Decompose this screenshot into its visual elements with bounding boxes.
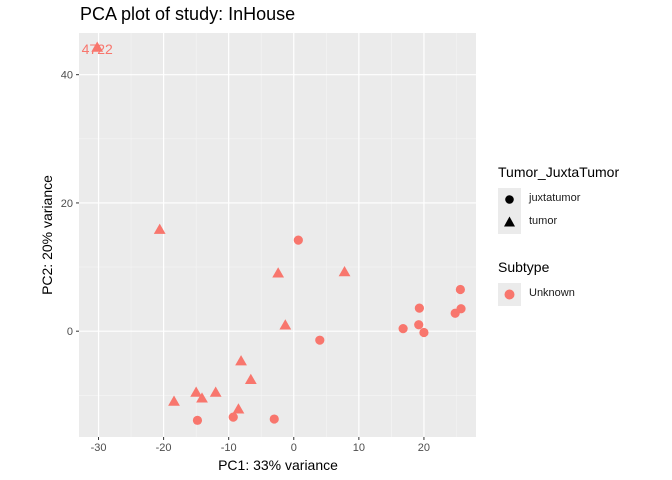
data-point-tumor: [232, 403, 245, 414]
plot-panel: [79, 33, 476, 437]
data-points: [91, 41, 466, 425]
legend-title: Subtype: [498, 259, 550, 275]
legend-item-tumor: tumor: [498, 211, 619, 234]
legend-label: Unknown: [529, 287, 575, 299]
triangle-shape-icon: [504, 216, 515, 227]
data-point-tumor: [338, 265, 351, 277]
data-point-juxtatumor: [269, 414, 279, 424]
y-axis-label: PC2: 20% variance: [39, 175, 55, 295]
data-point-juxtatumor: [419, 327, 429, 338]
legend-item-unknown: Unknown: [498, 283, 575, 306]
data-point-juxtatumor: [455, 284, 465, 295]
x-tick-label: 0: [291, 442, 297, 454]
annotations: 4722: [82, 41, 113, 57]
legend-label: juxtatumor: [529, 192, 581, 204]
x-tick-label: -20: [156, 442, 172, 454]
data-point-juxtatumor: [192, 415, 203, 425]
circle-shape-icon: [505, 195, 514, 204]
data-point-tumor: [272, 267, 285, 278]
x-tick-label: 10: [353, 442, 365, 454]
circle-shape-icon: [504, 289, 515, 300]
data-point-juxtatumor: [398, 324, 408, 334]
legend-key: [498, 188, 521, 211]
x-tick-label: -10: [221, 442, 237, 454]
data-point-tumor: [196, 392, 208, 403]
data-point-juxtatumor: [228, 412, 238, 422]
data-point-tumor: [91, 41, 104, 52]
legend-item-juxtatumor: juxtatumor: [498, 188, 619, 211]
data-point-tumor: [190, 386, 203, 397]
axis-ticks: -30 -20 -10 0 10 20 0 20 40: [61, 70, 430, 454]
data-point-juxtatumor: [315, 335, 325, 345]
y-tick-label: 0: [67, 326, 73, 338]
legend-title: Tumor_JuxtaTumor: [498, 164, 620, 180]
data-point-tumor: [235, 355, 247, 366]
data-point-tumor: [244, 373, 257, 384]
x-tick-label: 20: [418, 442, 430, 454]
data-point-juxtatumor: [414, 320, 424, 330]
data-point-tumor: [279, 319, 292, 330]
chart-title: PCA plot of study: InHouse: [80, 4, 296, 24]
legend-label: tumor: [529, 215, 558, 227]
x-tick-label: -30: [91, 442, 107, 454]
data-point-juxtatumor: [293, 235, 303, 245]
grid-lines: [79, 33, 476, 437]
data-point-tumor: [209, 386, 222, 397]
data-point-juxtatumor: [414, 303, 424, 313]
x-axis-label: PC1: 33% variance: [218, 457, 338, 473]
data-point-tumor: [153, 223, 166, 234]
y-tick-label: 20: [61, 198, 73, 210]
y-tick-label: 40: [61, 70, 73, 82]
legend-key: [498, 211, 521, 234]
point-annotation-label: 4722: [82, 41, 113, 57]
legend-subtype: Subtype Unknown: [498, 259, 575, 306]
legend-tumor-juxtatumor: Tumor_JuxtaTumor juxtatumor tumor: [498, 164, 619, 234]
data-point-tumor: [168, 395, 180, 406]
data-point-juxtatumor: [456, 304, 466, 314]
legend-key: [498, 283, 521, 306]
